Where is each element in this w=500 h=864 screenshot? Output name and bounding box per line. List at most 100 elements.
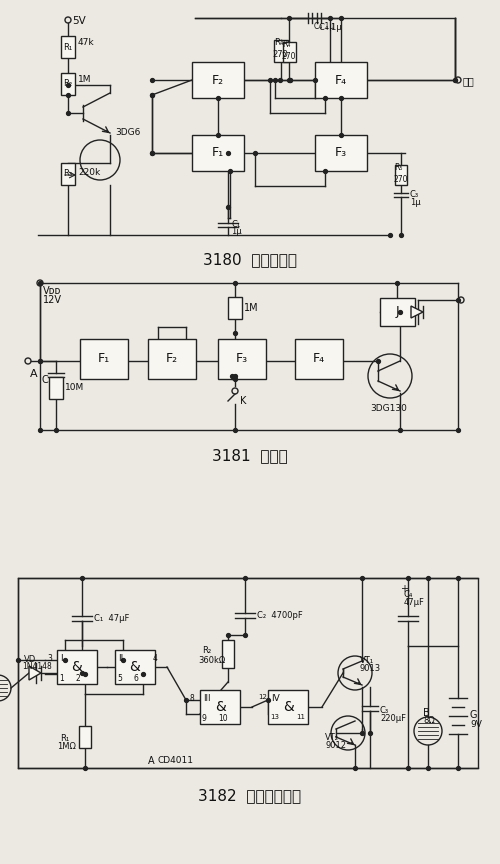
Bar xyxy=(192,135,244,171)
Text: 3181  报警器: 3181 报警器 xyxy=(212,448,288,463)
Text: C₄ 1μ: C₄ 1μ xyxy=(319,23,342,32)
Text: 47k: 47k xyxy=(78,38,94,47)
Bar xyxy=(49,377,63,399)
Text: 9V: 9V xyxy=(470,720,482,729)
Text: 8: 8 xyxy=(190,694,195,703)
Bar xyxy=(315,135,367,171)
Text: R₄: R₄ xyxy=(282,40,290,49)
Text: I: I xyxy=(60,654,62,663)
Text: 1M: 1M xyxy=(244,303,258,313)
Text: CD4011: CD4011 xyxy=(158,756,194,765)
Text: 9012: 9012 xyxy=(325,741,346,750)
Text: F₃: F₃ xyxy=(335,147,347,160)
Text: VT₂: VT₂ xyxy=(325,733,339,742)
Text: 1μ: 1μ xyxy=(231,227,241,236)
Text: &: & xyxy=(130,660,140,674)
Text: 12: 12 xyxy=(258,694,267,700)
Text: &: & xyxy=(72,660,83,674)
Text: 1: 1 xyxy=(59,674,64,683)
Text: B: B xyxy=(423,708,430,718)
Text: 12V: 12V xyxy=(43,295,62,305)
Text: 3180  双音报警器: 3180 双音报警器 xyxy=(203,252,297,267)
Text: 270: 270 xyxy=(394,175,408,184)
Bar xyxy=(274,40,288,62)
Text: F₂: F₂ xyxy=(212,73,224,86)
Text: F₄: F₄ xyxy=(335,73,347,86)
Text: 3182  触摸式报警器: 3182 触摸式报警器 xyxy=(198,788,302,803)
Text: C₄: C₄ xyxy=(404,590,413,599)
Polygon shape xyxy=(29,666,41,680)
Text: 10: 10 xyxy=(218,714,228,723)
Bar xyxy=(268,690,308,724)
Text: 220k: 220k xyxy=(78,168,100,177)
Bar xyxy=(315,62,367,98)
Text: R₂: R₂ xyxy=(64,79,72,88)
Text: F₁: F₁ xyxy=(98,353,110,365)
Text: R₁: R₁ xyxy=(60,734,69,743)
Text: 3: 3 xyxy=(47,654,52,663)
Bar xyxy=(61,163,75,185)
Bar xyxy=(115,650,155,684)
Text: K: K xyxy=(240,396,246,406)
Bar xyxy=(380,298,415,326)
Text: VD: VD xyxy=(24,655,36,664)
Text: 220μF: 220μF xyxy=(380,714,406,723)
Bar xyxy=(295,339,343,379)
Bar xyxy=(228,297,242,319)
Text: C₃: C₃ xyxy=(410,190,419,199)
Text: 6: 6 xyxy=(133,674,138,683)
Text: 3DG130: 3DG130 xyxy=(370,404,407,413)
Text: 13: 13 xyxy=(270,714,279,720)
Bar xyxy=(61,36,75,58)
Text: Vᴅᴅ: Vᴅᴅ xyxy=(43,286,62,296)
Text: A: A xyxy=(30,369,38,379)
Text: VT₁: VT₁ xyxy=(360,656,374,665)
Text: 5V: 5V xyxy=(72,16,86,26)
Text: 360kΩ: 360kΩ xyxy=(198,656,225,665)
Text: 47μF: 47μF xyxy=(404,598,425,607)
Bar xyxy=(218,339,266,379)
Bar xyxy=(192,62,244,98)
Text: F₃: F₃ xyxy=(236,353,248,365)
Text: &: & xyxy=(282,700,294,714)
Text: 270: 270 xyxy=(272,50,288,59)
Text: &: & xyxy=(214,700,226,714)
Bar xyxy=(18,578,478,768)
Text: 9013: 9013 xyxy=(360,664,381,673)
Text: R₄: R₄ xyxy=(274,38,283,47)
Text: 5: 5 xyxy=(117,674,122,683)
Text: C₁: C₁ xyxy=(231,220,240,229)
Text: G: G xyxy=(470,710,478,720)
Bar xyxy=(200,690,240,724)
Text: A: A xyxy=(148,756,154,766)
Text: C₁  47μF: C₁ 47μF xyxy=(94,614,130,623)
Text: C₄ 1μ: C₄ 1μ xyxy=(314,22,334,31)
Text: 9: 9 xyxy=(202,714,207,723)
Text: 1M: 1M xyxy=(78,75,92,84)
Text: +: + xyxy=(400,584,408,594)
Text: III: III xyxy=(203,694,210,703)
Text: C₂  4700pF: C₂ 4700pF xyxy=(257,611,303,620)
Bar xyxy=(148,339,196,379)
Text: F₂: F₂ xyxy=(166,353,178,365)
Text: R₅: R₅ xyxy=(394,163,402,172)
Polygon shape xyxy=(411,306,423,318)
Text: R₃: R₃ xyxy=(64,169,72,179)
Text: R₁: R₁ xyxy=(64,42,72,52)
Text: F₁: F₁ xyxy=(212,147,224,160)
Text: C₃: C₃ xyxy=(380,706,389,715)
Bar xyxy=(79,726,91,748)
Text: J: J xyxy=(396,306,400,319)
Text: 1μ: 1μ xyxy=(410,198,420,207)
Text: 8Ω: 8Ω xyxy=(423,716,435,725)
Bar xyxy=(222,640,234,668)
Text: 10M: 10M xyxy=(65,383,84,392)
Text: 1MΩ: 1MΩ xyxy=(57,742,76,751)
Text: 输出: 输出 xyxy=(463,76,475,86)
Text: II: II xyxy=(118,654,123,663)
Text: C: C xyxy=(42,375,49,385)
Bar xyxy=(283,42,296,62)
Bar xyxy=(57,650,97,684)
Text: IV: IV xyxy=(271,694,280,703)
Text: 270: 270 xyxy=(281,52,295,61)
